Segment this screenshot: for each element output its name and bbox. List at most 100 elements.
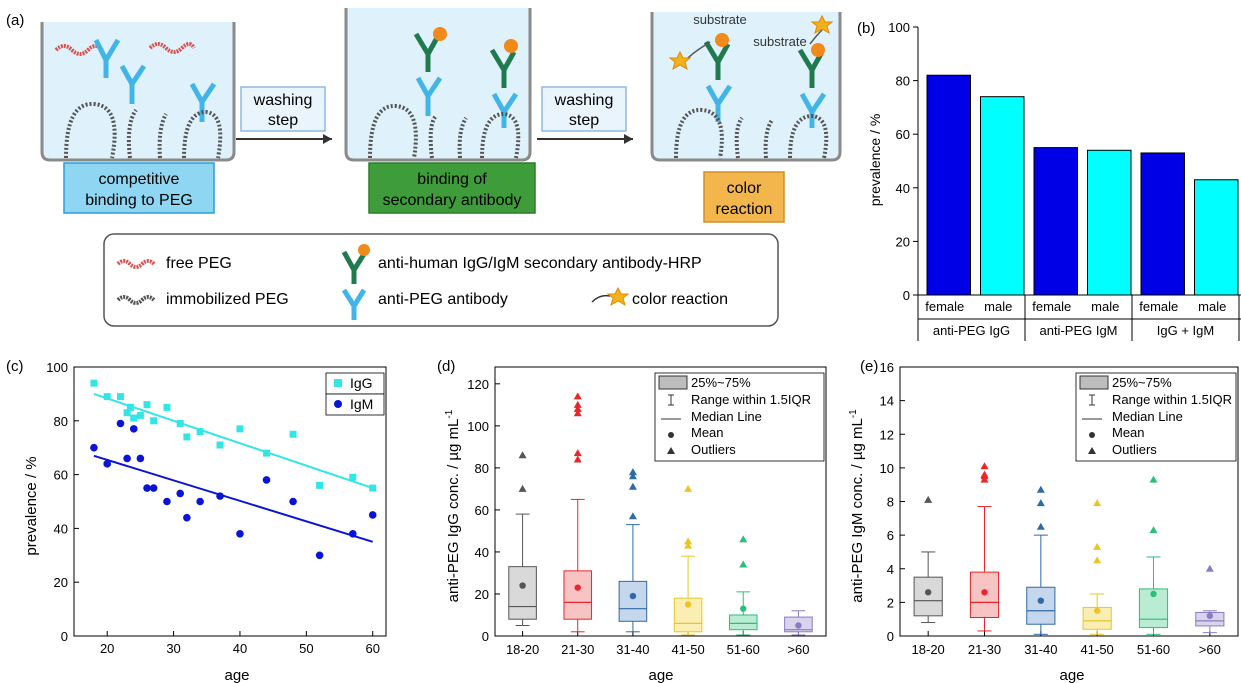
d-y-tick-label: 0 [482, 629, 489, 644]
step-3-line-1: color [727, 180, 762, 197]
d-x-tick-label: 21-30 [561, 642, 594, 657]
step-2-line-1: binding of [417, 171, 487, 188]
wash-1-line-2: step [268, 112, 298, 129]
c-point [163, 403, 171, 411]
b-bar [1194, 179, 1239, 296]
well-1 [40, 22, 236, 162]
e-legend-range-icon [1089, 394, 1095, 406]
c-x-axis-label: age [224, 667, 249, 683]
e-outlier-point [1149, 526, 1158, 534]
arrowhead-icon [624, 134, 633, 144]
panel-a-tag: (a) [6, 12, 24, 29]
b-x-tick-label: male [984, 299, 1012, 314]
d-legend-label: Outliers [691, 442, 736, 457]
d-box [728, 614, 758, 631]
wash-label-box-1 [240, 86, 326, 132]
legend-free-peg: free PEG [166, 255, 232, 272]
b-y-tick-label: 20 [896, 234, 910, 249]
hrp-icon [811, 43, 825, 57]
e-y-tick-label: 8 [887, 495, 894, 510]
c-point [316, 481, 324, 489]
c-point [143, 401, 151, 409]
c-point [369, 484, 377, 492]
substrate-label: substrate [693, 12, 746, 27]
d-outlier-point [573, 449, 582, 457]
e-outlier-point [1093, 542, 1102, 550]
e-y-tick-label: 16 [880, 360, 894, 375]
step-2-line-2: secondary antibody [383, 192, 522, 209]
d-y-axis-label: anti-PEG IgG conc. / µg mL-1 [444, 409, 462, 602]
panel-c-tag: (c) [6, 358, 24, 375]
c-y-axis-label: prevalence / % [23, 456, 40, 555]
c-x-tick-label: 50 [299, 641, 313, 656]
c-x-tick-label: 30 [166, 641, 180, 656]
c-point [116, 419, 125, 428]
d-outlier-point [684, 537, 693, 545]
e-y-axis-label-text: anti-PEG IgM conc. / µg mL [849, 418, 866, 603]
e-y-tick-label: 0 [887, 629, 894, 644]
d-mean-point [795, 622, 802, 629]
e-box [1082, 606, 1112, 630]
c-y-tick-label: 40 [54, 521, 68, 536]
c-point [289, 497, 297, 506]
d-outlier-point [573, 405, 582, 413]
c-point [126, 403, 134, 411]
c-x-tick-label: 40 [233, 641, 247, 656]
c-fit-line [93, 392, 374, 489]
c-point [262, 476, 271, 484]
free-peg-icon [54, 44, 104, 56]
e-x-tick-label: 31-40 [1024, 642, 1057, 657]
d-x-tick-label: 31-40 [616, 642, 649, 657]
wash-2-line-2: step [569, 112, 599, 129]
c-point [90, 443, 98, 452]
wash-1-line-1: washing [253, 92, 313, 109]
e-outlier-point [980, 475, 989, 483]
e-legend-box-icon [1079, 375, 1109, 390]
c-point [130, 414, 138, 422]
c-point [150, 417, 158, 425]
c-point [263, 449, 271, 457]
c-plot-frame [73, 366, 387, 637]
c-y-tick-label: 100 [46, 360, 68, 375]
c-point [149, 484, 158, 492]
peg-chain-icon [64, 101, 223, 159]
e-mean-point [1206, 612, 1214, 620]
c-point [176, 419, 184, 427]
e-y-axis-label: anti-PEG IgM conc. / µg mL-1 [848, 409, 866, 603]
c-point [90, 379, 98, 387]
b-y-axis-label: prevalence / % [867, 114, 883, 207]
e-x-tick-label: 51-60 [1137, 642, 1170, 657]
b-x-tick-label: male [1198, 299, 1226, 314]
e-legend-mean-icon [1089, 432, 1095, 438]
well-2 [344, 8, 532, 162]
d-legend-label: Median Line [691, 409, 762, 424]
d-x-axis-label: age [648, 667, 673, 683]
secondary-antibody-icon [703, 40, 825, 88]
e-y-tick-label: 4 [887, 562, 894, 577]
b-x-tick-label: female [1139, 299, 1178, 314]
d-outlier-point [573, 455, 582, 463]
hrp-icon [358, 244, 370, 256]
scheme-legend-box [103, 233, 779, 327]
c-point [123, 454, 131, 463]
c-point [136, 454, 145, 463]
hrp-icon [504, 39, 518, 53]
e-legend-label: Range within 1.5IQR [1112, 392, 1232, 407]
c-point [315, 551, 324, 560]
d-box [508, 566, 537, 620]
c-point [103, 460, 111, 468]
d-legend-outlier-icon [667, 447, 675, 454]
c-y-tick-label: 80 [54, 414, 68, 429]
d-plot-frame [494, 366, 827, 637]
d-outlier-point [628, 512, 637, 520]
arrow-icon [591, 294, 611, 303]
legend-color-reaction: color reaction [632, 291, 728, 308]
d-mean-point [574, 584, 581, 591]
star-icon [810, 14, 834, 35]
d-legend-label: Mean [691, 425, 724, 440]
step-label-box-2 [368, 162, 536, 214]
e-y-tick-label: 14 [880, 394, 894, 409]
e-legend-label: 25%~75% [1112, 375, 1172, 390]
e-mean-point [1037, 597, 1045, 604]
